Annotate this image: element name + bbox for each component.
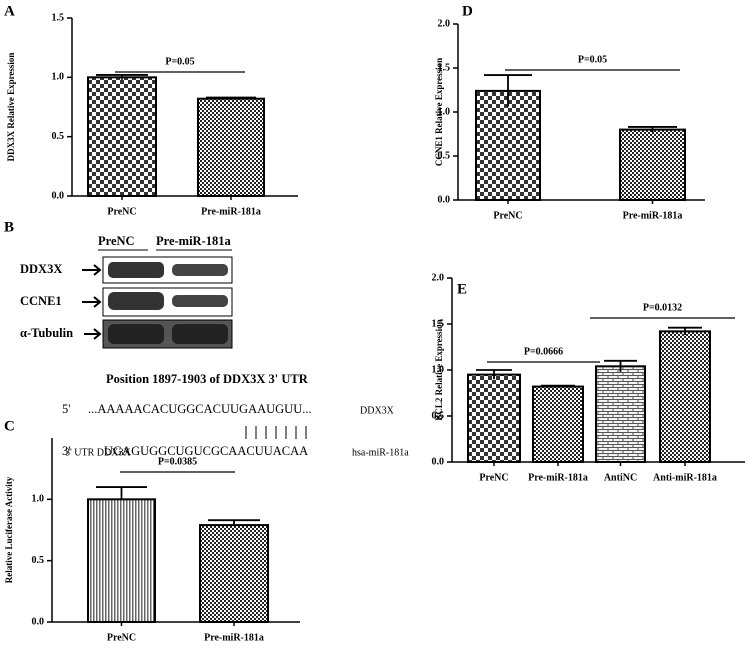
bar (197, 97, 265, 197)
bar (532, 385, 584, 463)
bar (595, 365, 646, 464)
y-tick-label: 0.0 (32, 616, 45, 627)
protein-label: DDX3X (20, 262, 62, 276)
x-tick-label: PreNC (107, 632, 136, 643)
y-axis-label: CCNE1 Relative Expression (434, 58, 444, 166)
seq-name: hsa-miR-181a (352, 447, 409, 458)
y-tick-label: 0.5 (32, 555, 45, 566)
error-bar (206, 96, 256, 100)
bar (467, 373, 521, 464)
x-tick-label: Pre-miR-181a (201, 206, 261, 217)
seq-end: 5' (62, 402, 71, 416)
y-tick-label: 1.5 (432, 318, 445, 329)
bar-chart: D CCNE1 Relative Expression 0.0 0.5 1.0 1.5 2.… (434, 3, 705, 221)
x-tick-label: AntiNC (604, 472, 637, 483)
bar (619, 128, 686, 202)
y-tick-label: 1.0 (432, 364, 445, 375)
panel-label: A (4, 3, 15, 19)
error-bar (96, 486, 147, 500)
y-tick-label: 0.5 (432, 410, 445, 421)
bar-chart: C 3' UTR DDX3X Relative Luciferase Activit… (4, 418, 300, 643)
y-tick-label: 0.0 (432, 456, 445, 467)
x-tick-label: PreNC (107, 206, 136, 217)
bar (87, 498, 156, 624)
y-tick-label: 0.0 (52, 190, 65, 201)
bar-chart: A DDX3X Relative Expression 0.0 0.5 1.0 1.5 Pr… (4, 3, 298, 217)
seq-end: 3' (62, 444, 71, 458)
protein-label: α-Tubulin (20, 326, 73, 340)
p-value: P=0.0666 (524, 346, 563, 357)
bar-chart: E BCL2 Relative Expression 0.0 0.5 1.0 1.5 2.0… (432, 272, 745, 483)
panel-label: D (462, 3, 473, 19)
y-tick-label: 1.0 (32, 494, 45, 505)
error-bar (96, 74, 148, 80)
error-bar (208, 519, 260, 526)
subtitle: 3' UTR DDX3X (65, 447, 131, 458)
lane-label: PreNC (98, 234, 135, 248)
error-bar (476, 369, 512, 380)
bar (87, 76, 157, 197)
p-value: P=0.0132 (643, 302, 682, 313)
sequence: ...AAAAACACUGGCACUUGAAUGUU... (88, 402, 312, 416)
y-axis-label: Relative Luciferase Activity (4, 476, 14, 583)
y-tick-label: 0.0 (438, 194, 451, 205)
y-axis-label: DDX3X Relative Expression (6, 53, 16, 162)
x-tick-label: Pre-miR-181a (623, 210, 683, 221)
y-tick-label: 2.0 (438, 18, 451, 29)
p-value: P=0.05 (578, 54, 607, 65)
protein-label: CCNE1 (20, 294, 62, 308)
y-tick-label: 1.0 (52, 72, 65, 83)
error-bar (541, 384, 575, 388)
p-value: P=0.05 (165, 56, 194, 67)
error-bar (668, 326, 702, 336)
x-tick-label: Pre-miR-181a (204, 632, 264, 643)
lane-label: Pre-miR-181a (156, 234, 231, 248)
blot (102, 256, 233, 349)
axis (451, 278, 745, 463)
sequence: UGAGUGGCUGUCGCAACUUACAA (104, 444, 308, 458)
arrows (82, 264, 102, 340)
x-tick-label: PreNC (493, 210, 522, 221)
panel-label: E (457, 281, 467, 297)
y-tick-label: 0.5 (438, 150, 451, 161)
seq-name: DDX3X (360, 405, 395, 416)
x-tick-label: Pre-miR-181a (528, 472, 588, 483)
bar (199, 524, 269, 623)
y-axis-label: BCL2 Relative Expression (434, 319, 444, 420)
y-tick-label: 0.5 (52, 131, 65, 142)
bar (475, 89, 541, 201)
x-tick-label: PreNC (479, 472, 508, 483)
y-tick-label: 1.5 (52, 12, 65, 23)
bar (659, 330, 711, 463)
p-value: P=0.0385 (158, 456, 197, 467)
y-tick-label: 1.5 (438, 62, 451, 73)
y-tick-label: 1.0 (438, 106, 451, 117)
error-bar (604, 359, 637, 372)
panel-label: B (4, 219, 14, 235)
x-tick-label: Anti-miR-181a (653, 472, 717, 483)
error-bar (484, 74, 532, 107)
error-bar (628, 126, 677, 133)
y-tick-label: 2.0 (432, 272, 445, 283)
pairing-lines (245, 426, 307, 439)
panel-b: B PreNC Pre-miR-181a DDX3X CCNE1 α-Tubul… (4, 219, 409, 458)
panel-label: C (4, 418, 15, 434)
site-title: Position 1897-1903 of DDX3X 3' UTR (106, 372, 309, 386)
